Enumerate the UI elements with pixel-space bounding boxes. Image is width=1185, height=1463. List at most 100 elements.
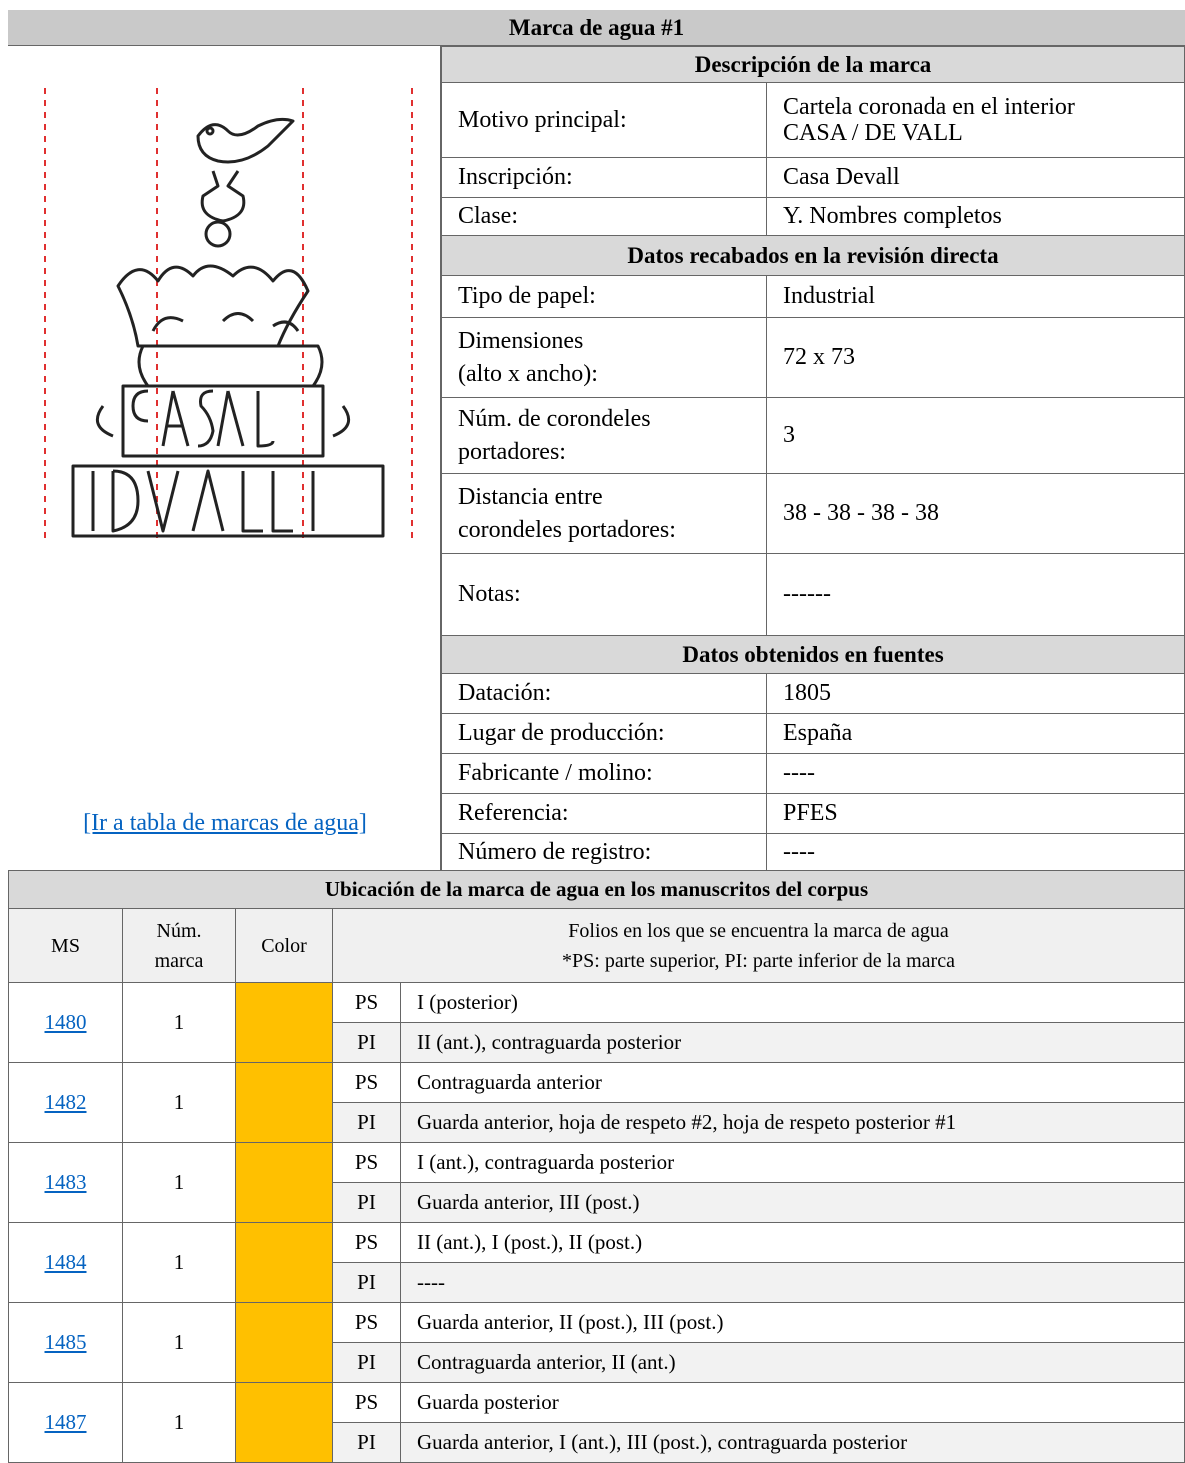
section-row: Datos recabados en la revisión directa xyxy=(441,235,1185,276)
ms-cell: 1482 xyxy=(8,1062,123,1143)
mark-number: 1 xyxy=(122,1302,236,1383)
section-heading: Ubicación de la marca de agua en los man… xyxy=(8,870,1185,909)
mark-number: 1 xyxy=(122,982,236,1063)
back-link[interactable]: [Ir a tabla de marcas de agua] xyxy=(83,810,367,836)
color-swatch xyxy=(235,1302,333,1383)
folio-row: PI ---- xyxy=(9,1262,1185,1303)
field-label: Notas: xyxy=(441,553,767,636)
document: Marca de agua #1 xyxy=(8,10,1185,1463)
ms-link[interactable]: 1484 xyxy=(44,1250,87,1275)
field-value: ---- xyxy=(766,753,1185,794)
field-row: Datación: 1805 xyxy=(441,673,1185,714)
field-row: Lugar de producción: España xyxy=(441,713,1185,754)
folio-row: 1484 1 PS II (ant.), I (post.), II (post.) xyxy=(8,1222,1185,1303)
field-label: Datación: xyxy=(441,673,767,714)
section-heading: Datos recabados en la revisión directa xyxy=(441,235,1185,276)
field-row: Inscripción: Casa Devall xyxy=(441,157,1185,198)
part-code: PI xyxy=(332,1102,401,1143)
ms-cell: 1480 xyxy=(8,982,123,1063)
field-row: Motivo principal: Cartela coronada en el … xyxy=(441,82,1185,158)
field-value: PFES xyxy=(766,793,1185,834)
section-row: Datos obtenidos en fuentes xyxy=(441,635,1185,674)
part-code: PS xyxy=(332,1382,401,1423)
folios: Guarda posterior xyxy=(400,1382,1185,1423)
folio-row: PI Contraguarda anterior, II (ant.) xyxy=(9,1342,1185,1383)
field-value: ---- xyxy=(766,833,1185,871)
folio-row: 1483 1 PS I (ant.), contraguarda posterior xyxy=(8,1142,1185,1223)
section-heading: Datos obtenidos en fuentes xyxy=(441,635,1185,674)
ms-link[interactable]: 1487 xyxy=(44,1410,87,1435)
mark-number: 1 xyxy=(122,1142,236,1223)
watermark-sketch xyxy=(71,117,385,538)
field-label: Referencia: xyxy=(441,793,767,834)
section-heading: Descripción de la marca xyxy=(441,46,1185,83)
field-row: Dimensiones (alto x ancho): 72 x 73 xyxy=(441,317,1185,398)
column-header: Núm. marca xyxy=(122,908,236,983)
folio-row: 1480 1 PS I (posterior) xyxy=(8,982,1185,1063)
ms-cell: 1487 xyxy=(8,1382,123,1463)
part-code: PI xyxy=(332,1262,401,1303)
header-row: MS Núm. marca Color Folios en los que se en… xyxy=(8,908,1185,983)
ms-cell: 1485 xyxy=(8,1302,123,1383)
field-row: Núm. de corondeles portadores: 3 xyxy=(441,397,1185,474)
folios: Guarda anterior, II (post.), III (post.) xyxy=(400,1302,1185,1343)
part-code: PS xyxy=(332,982,401,1023)
folio-row: PI Guarda anterior, I (ant.), III (post.)… xyxy=(9,1422,1185,1463)
section-row: Descripción de la marca xyxy=(441,46,1185,83)
mark-number: 1 xyxy=(122,1062,236,1143)
field-label: Clase: xyxy=(441,197,767,236)
field-label: Lugar de producción: xyxy=(441,713,767,754)
part-code: PI xyxy=(332,1022,401,1063)
folios: II (ant.), I (post.), II (post.) xyxy=(400,1222,1185,1263)
folio-row: PI Guarda anterior, III (post.) xyxy=(9,1182,1185,1223)
folios: Guarda anterior, hoja de respeto #2, hoj… xyxy=(400,1102,1185,1143)
field-value: 3 xyxy=(766,397,1185,474)
field-row: Número de registro: ---- xyxy=(441,833,1185,871)
column-header: Color xyxy=(235,908,333,983)
column-header: Folios en los que se encuentra la marca … xyxy=(332,908,1185,983)
field-row: Distancia entre corondeles portadores: 38… xyxy=(441,473,1185,554)
field-value: 38 - 38 - 38 - 38 xyxy=(766,473,1185,554)
description-table: Descripción de la marca Motivo principal:… xyxy=(441,46,1185,871)
field-row: Fabricante / molino: ---- xyxy=(441,753,1185,794)
field-label: Dimensiones (alto x ancho): xyxy=(441,317,767,398)
ms-link[interactable]: 1480 xyxy=(44,1010,87,1035)
field-row: Tipo de papel: Industrial xyxy=(441,275,1185,318)
folios: I (ant.), contraguarda posterior xyxy=(400,1142,1185,1183)
color-swatch xyxy=(235,1222,333,1303)
field-row: Clase: Y. Nombres completos xyxy=(441,197,1185,236)
part-code: PS xyxy=(332,1142,401,1183)
ms-link[interactable]: 1482 xyxy=(44,1090,87,1115)
field-value: 1805 xyxy=(766,673,1185,714)
folio-row: 1487 1 PS Guarda posterior xyxy=(8,1382,1185,1463)
part-code: PI xyxy=(332,1342,401,1383)
folios: ---- xyxy=(400,1262,1185,1303)
folios: Guarda anterior, I (ant.), III (post.), … xyxy=(400,1422,1185,1463)
folios: Contraguarda anterior xyxy=(400,1062,1185,1103)
field-row: Notas: ------ xyxy=(441,553,1185,636)
color-swatch xyxy=(235,982,333,1063)
field-value: Casa Devall xyxy=(766,157,1185,198)
part-code: PI xyxy=(332,1422,401,1463)
field-value: España xyxy=(766,713,1185,754)
field-label: Inscripción: xyxy=(441,157,767,198)
ms-link[interactable]: 1483 xyxy=(44,1170,87,1195)
color-swatch xyxy=(235,1142,333,1223)
field-label: Distancia entre corondeles portadores: xyxy=(441,473,767,554)
field-value: Y. Nombres completos xyxy=(766,197,1185,236)
field-value: Cartela coronada en el interior CASA / D… xyxy=(766,82,1185,158)
ms-cell: 1483 xyxy=(8,1142,123,1223)
top-section: [Ir a tabla de marcas de agua] Descripci… xyxy=(8,46,1185,871)
folio-row: 1482 1 PS Contraguarda anterior xyxy=(8,1062,1185,1143)
section-row: Ubicación de la marca de agua en los man… xyxy=(8,870,1185,909)
folio-row: PI II (ant.), contraguarda posterior xyxy=(9,1022,1185,1063)
part-code: PS xyxy=(332,1302,401,1343)
chain-lines xyxy=(44,88,413,540)
ms-cell: 1484 xyxy=(8,1222,123,1303)
ms-link[interactable]: 1485 xyxy=(44,1330,87,1355)
location-table: Ubicación de la marca de agua en los man… xyxy=(8,870,1185,1463)
folio-row: PI Guarda anterior, hoja de respeto #2, h… xyxy=(9,1102,1185,1143)
part-code: PS xyxy=(332,1062,401,1103)
folios: Guarda anterior, III (post.) xyxy=(400,1182,1185,1223)
